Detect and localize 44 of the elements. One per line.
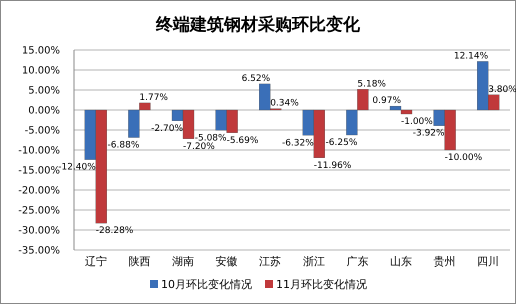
- data-label: 12.14%: [454, 51, 489, 62]
- legend-label: 11月环比变化情况: [276, 278, 367, 291]
- data-label: -12.40%: [58, 162, 96, 173]
- y-tick-label: -20.00%: [18, 186, 60, 196]
- y-tick-label: -30.00%: [18, 226, 60, 236]
- data-label: -2.70%: [151, 124, 184, 134]
- y-tick-label: 15.00%: [22, 46, 60, 56]
- data-label: 1.77%: [139, 92, 168, 103]
- y-tick-label: -25.00%: [18, 206, 60, 216]
- data-label: -28.28%: [96, 226, 134, 236]
- data-label: 3.80%: [488, 84, 516, 95]
- y-tick-label: -10.00%: [18, 146, 60, 156]
- x-tick-label: 湖南: [172, 255, 194, 268]
- data-label: -7.20%: [183, 142, 216, 152]
- y-tick-label: -35.00%: [18, 246, 60, 256]
- y-tick-label: 10.00%: [22, 66, 60, 76]
- data-label: -11.96%: [314, 160, 352, 171]
- data-label: -5.69%: [226, 136, 259, 146]
- x-tick-label: 山东: [390, 255, 412, 268]
- data-label: 0.97%: [372, 96, 402, 106]
- data-label: -1.00%: [401, 117, 434, 127]
- x-tick-label: 贵州: [434, 255, 456, 268]
- x-tick-label: 辽宁: [84, 255, 107, 268]
- data-label: -6.25%: [326, 138, 358, 148]
- y-tick-label: -15.00%: [18, 166, 60, 176]
- data-label: 6.52%: [242, 74, 271, 84]
- x-tick-label: 广东: [346, 255, 368, 268]
- x-tick-label: 陕西: [128, 255, 150, 268]
- x-tick-label: 安徽: [216, 255, 238, 268]
- data-label: -3.92%: [412, 128, 446, 139]
- y-tick-label: 5.00%: [28, 86, 60, 96]
- data-label: -6.88%: [108, 140, 140, 151]
- x-tick-label: 浙江: [302, 255, 325, 268]
- data-label: -5.08%: [194, 133, 228, 144]
- y-tick-label: -5.00%: [24, 126, 60, 136]
- x-tick-label: 江苏: [259, 255, 282, 268]
- x-tick-label: 四川: [477, 255, 500, 268]
- data-label: -6.32%: [282, 138, 314, 148]
- chart-title: 终端建筑钢材采购环比变化: [155, 15, 361, 35]
- data-label: 0.34%: [270, 98, 300, 109]
- y-tick-label: 0.00%: [28, 106, 60, 116]
- legend-label: 10月环比变化情况: [161, 278, 252, 291]
- data-label: -10.00%: [444, 153, 483, 163]
- data-label: 5.18%: [357, 79, 386, 90]
